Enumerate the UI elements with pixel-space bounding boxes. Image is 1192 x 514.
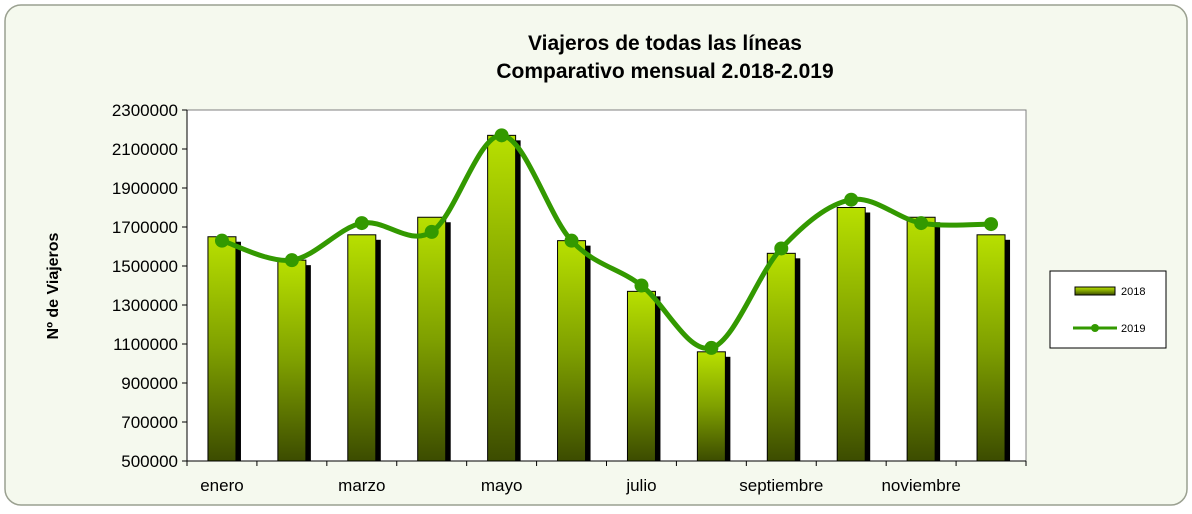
line-point [284, 253, 299, 268]
bar [696, 351, 726, 462]
line-point [564, 233, 579, 248]
x-tick-label: marzo [338, 476, 385, 495]
y-axis-label: Nº de Viajeros [45, 232, 62, 339]
legend-label: 2019 [1121, 323, 1145, 335]
y-tick-label: 1100000 [113, 335, 178, 354]
y-tick-label: 2100000 [112, 140, 178, 159]
line-point [634, 278, 649, 293]
legend [1049, 270, 1167, 349]
bar [976, 234, 1006, 462]
bar [277, 259, 307, 462]
chart-subtitle: Comparativo mensual 2.018-2.019 [496, 60, 833, 83]
x-tick-label: enero [200, 476, 243, 495]
legend-label: 2018 [1121, 286, 1145, 298]
y-tick-label: 500000 [121, 452, 178, 471]
legend-swatch [1074, 286, 1116, 296]
line-point [354, 216, 369, 231]
y-tick-label: 700000 [121, 413, 178, 432]
y-tick-label: 900000 [121, 374, 178, 393]
line-point [774, 241, 789, 256]
bar [417, 216, 447, 462]
bar [906, 216, 936, 462]
bar [347, 234, 377, 462]
chart-title: Viajeros de todas las líneas [528, 32, 802, 55]
line-point [494, 128, 509, 143]
y-tick-label: 1900000 [112, 179, 178, 198]
x-tick-label: mayo [481, 476, 523, 495]
bar [836, 207, 866, 462]
line-point [984, 217, 999, 232]
legend-swatch-dot [1091, 324, 1099, 332]
bar [626, 290, 656, 462]
x-tick-label: noviembre [881, 476, 960, 495]
bar [487, 134, 517, 462]
y-tick-label: 2300000 [112, 101, 178, 120]
line-point [214, 233, 229, 248]
y-tick-label: 1300000 [112, 296, 178, 315]
x-tick-label: septiembre [739, 476, 823, 495]
bar [557, 240, 587, 462]
line-point [914, 216, 929, 231]
plot-area [186, 109, 1027, 462]
y-tick-label: 1700000 [112, 218, 178, 237]
x-tick-label: julio [625, 476, 656, 495]
bar [766, 252, 796, 462]
line-point [424, 224, 439, 239]
line-point [844, 192, 859, 207]
line-point [704, 340, 719, 355]
y-tick-label: 1500000 [112, 257, 178, 276]
bar [207, 236, 237, 462]
